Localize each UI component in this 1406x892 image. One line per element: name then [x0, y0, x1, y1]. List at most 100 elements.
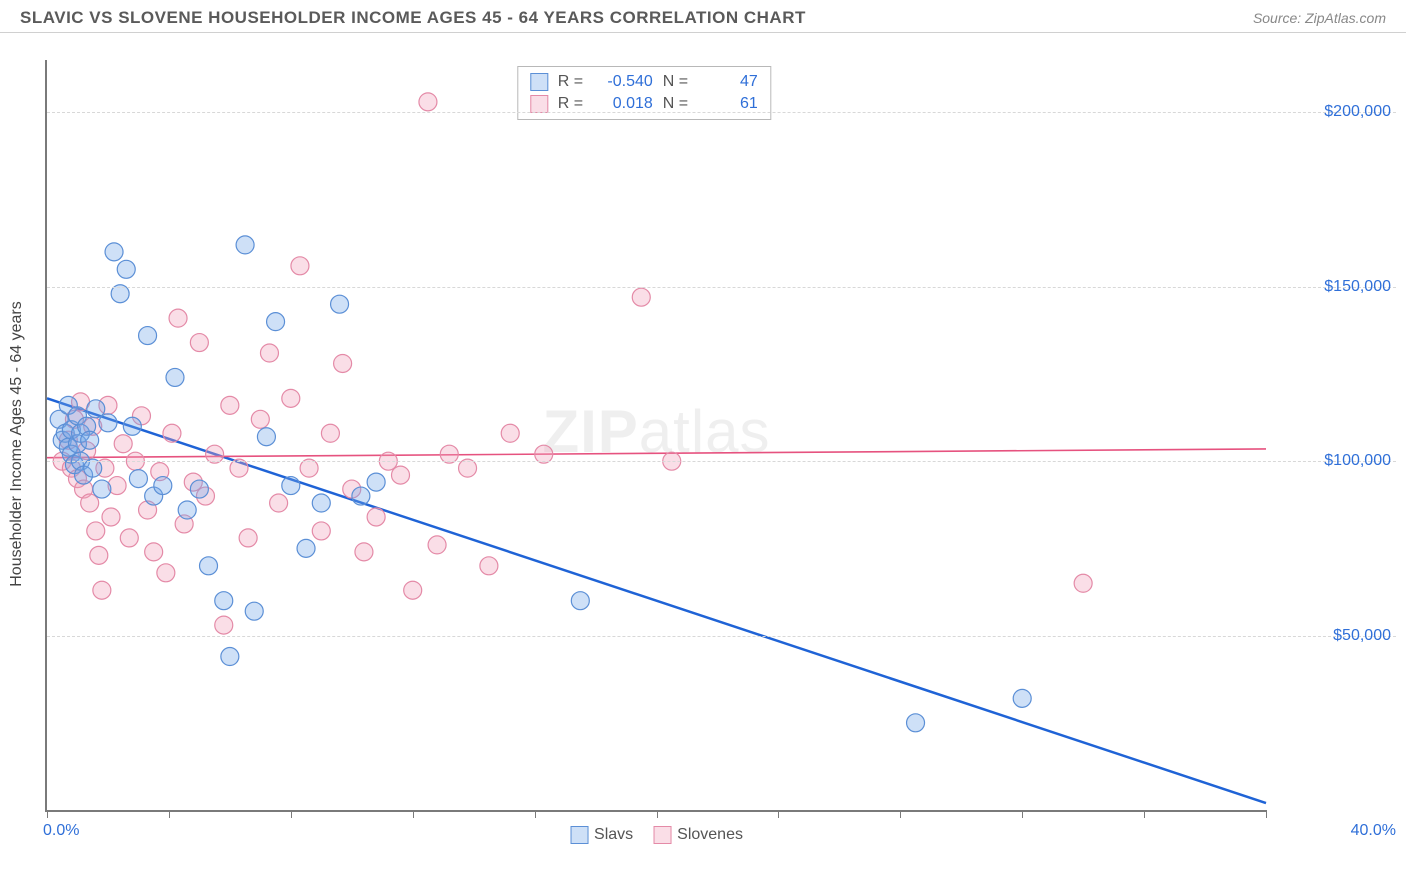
- data-point: [267, 313, 285, 331]
- data-point: [334, 354, 352, 372]
- data-point: [428, 536, 446, 554]
- data-point: [355, 543, 373, 561]
- data-point: [632, 288, 650, 306]
- data-point: [139, 327, 157, 345]
- data-point: [501, 424, 519, 442]
- data-point: [291, 257, 309, 275]
- y-tick-label: $50,000: [1271, 627, 1391, 645]
- gridline: [47, 461, 1396, 462]
- data-point: [105, 243, 123, 261]
- data-point: [245, 602, 263, 620]
- data-point: [419, 93, 437, 111]
- data-point: [145, 543, 163, 561]
- chart-title: SLAVIC VS SLOVENE HOUSEHOLDER INCOME AGE…: [20, 8, 806, 28]
- data-point: [123, 417, 141, 435]
- data-point: [257, 428, 275, 446]
- legend-item-slovenes: Slovenes: [653, 826, 743, 844]
- regression-line: [47, 449, 1266, 458]
- chart-header: SLAVIC VS SLOVENE HOUSEHOLDER INCOME AGE…: [0, 0, 1406, 33]
- source-prefix: Source:: [1253, 10, 1305, 26]
- n-value-slavs: 47: [703, 71, 758, 93]
- x-tick: [1022, 810, 1023, 818]
- data-point: [81, 431, 99, 449]
- gridline: [47, 636, 1396, 637]
- series-legend: Slavs Slovenes: [570, 826, 743, 844]
- series-name-slavs: Slavs: [594, 826, 633, 844]
- data-point: [157, 564, 175, 582]
- data-point: [87, 400, 105, 418]
- data-point: [178, 501, 196, 519]
- data-point: [200, 557, 218, 575]
- data-point: [99, 414, 117, 432]
- swatch-slavs-icon: [570, 826, 588, 844]
- data-point: [166, 368, 184, 386]
- data-point: [215, 592, 233, 610]
- data-point: [190, 334, 208, 352]
- y-tick-label: $100,000: [1271, 452, 1391, 470]
- source-name: ZipAtlas.com: [1305, 10, 1386, 26]
- data-point: [215, 616, 233, 634]
- data-point: [282, 477, 300, 495]
- data-point: [117, 260, 135, 278]
- x-tick: [413, 810, 414, 818]
- y-axis-title: Householder Income Ages 45 - 64 years: [8, 301, 26, 587]
- data-point: [239, 529, 257, 547]
- chart-container: Householder Income Ages 45 - 64 years ZI…: [45, 48, 1396, 840]
- data-point: [260, 344, 278, 362]
- source-attribution: Source: ZipAtlas.com: [1253, 10, 1386, 26]
- data-point: [114, 435, 132, 453]
- data-point: [331, 295, 349, 313]
- data-point: [270, 494, 288, 512]
- legend-row-slavs: R = -0.540 N = 47: [530, 71, 758, 93]
- x-tick: [291, 810, 292, 818]
- x-tick: [778, 810, 779, 818]
- data-point: [404, 581, 422, 599]
- x-tick: [47, 810, 48, 818]
- data-point: [169, 309, 187, 327]
- data-point: [312, 522, 330, 540]
- data-point: [297, 539, 315, 557]
- data-point: [129, 470, 147, 488]
- swatch-slovenes-icon: [653, 826, 671, 844]
- r-value-slavs: -0.540: [598, 71, 653, 93]
- swatch-slavs: [530, 73, 548, 91]
- r-label: R =: [558, 71, 588, 93]
- n-label: N =: [663, 71, 693, 93]
- data-point: [312, 494, 330, 512]
- x-tick: [169, 810, 170, 818]
- data-point: [282, 389, 300, 407]
- gridline: [47, 287, 1396, 288]
- data-point: [120, 529, 138, 547]
- x-tick: [535, 810, 536, 818]
- data-point: [321, 424, 339, 442]
- swatch-slovenes: [530, 95, 548, 113]
- data-point: [87, 522, 105, 540]
- data-point: [480, 557, 498, 575]
- y-tick-label: $150,000: [1271, 278, 1391, 296]
- gridline: [47, 112, 1396, 113]
- data-point: [352, 487, 370, 505]
- data-point: [367, 508, 385, 526]
- series-name-slovenes: Slovenes: [677, 826, 743, 844]
- data-point: [93, 581, 111, 599]
- x-tick: [1266, 810, 1267, 818]
- data-point: [907, 714, 925, 732]
- data-point: [221, 648, 239, 666]
- data-point: [571, 592, 589, 610]
- scatter-svg: [47, 60, 1266, 810]
- data-point: [81, 494, 99, 512]
- legend-item-slavs: Slavs: [570, 826, 633, 844]
- x-axis-max-label: 40.0%: [1351, 822, 1396, 840]
- data-point: [102, 508, 120, 526]
- data-point: [221, 396, 239, 414]
- data-point: [1074, 574, 1092, 592]
- x-axis-min-label: 0.0%: [43, 822, 79, 840]
- data-point: [163, 424, 181, 442]
- data-point: [392, 466, 410, 484]
- x-tick: [900, 810, 901, 818]
- plot-area: ZIPatlas R = -0.540 N = 47 R = 0.018 N =…: [45, 60, 1266, 812]
- data-point: [190, 480, 208, 498]
- x-tick: [1144, 810, 1145, 818]
- data-point: [93, 480, 111, 498]
- data-point: [90, 546, 108, 564]
